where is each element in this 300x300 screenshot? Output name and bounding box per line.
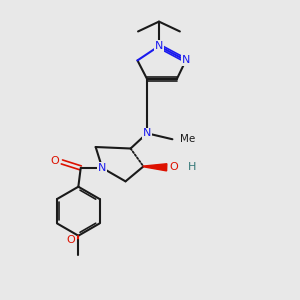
Text: O: O — [170, 162, 178, 172]
Polygon shape — [143, 164, 167, 171]
Text: Me: Me — [180, 134, 195, 144]
Text: N: N — [143, 128, 151, 138]
Text: H: H — [188, 162, 196, 172]
Text: O: O — [50, 156, 59, 166]
Text: N: N — [98, 163, 106, 173]
Text: N: N — [182, 56, 190, 65]
Text: O: O — [66, 235, 75, 245]
Text: N: N — [155, 41, 163, 51]
